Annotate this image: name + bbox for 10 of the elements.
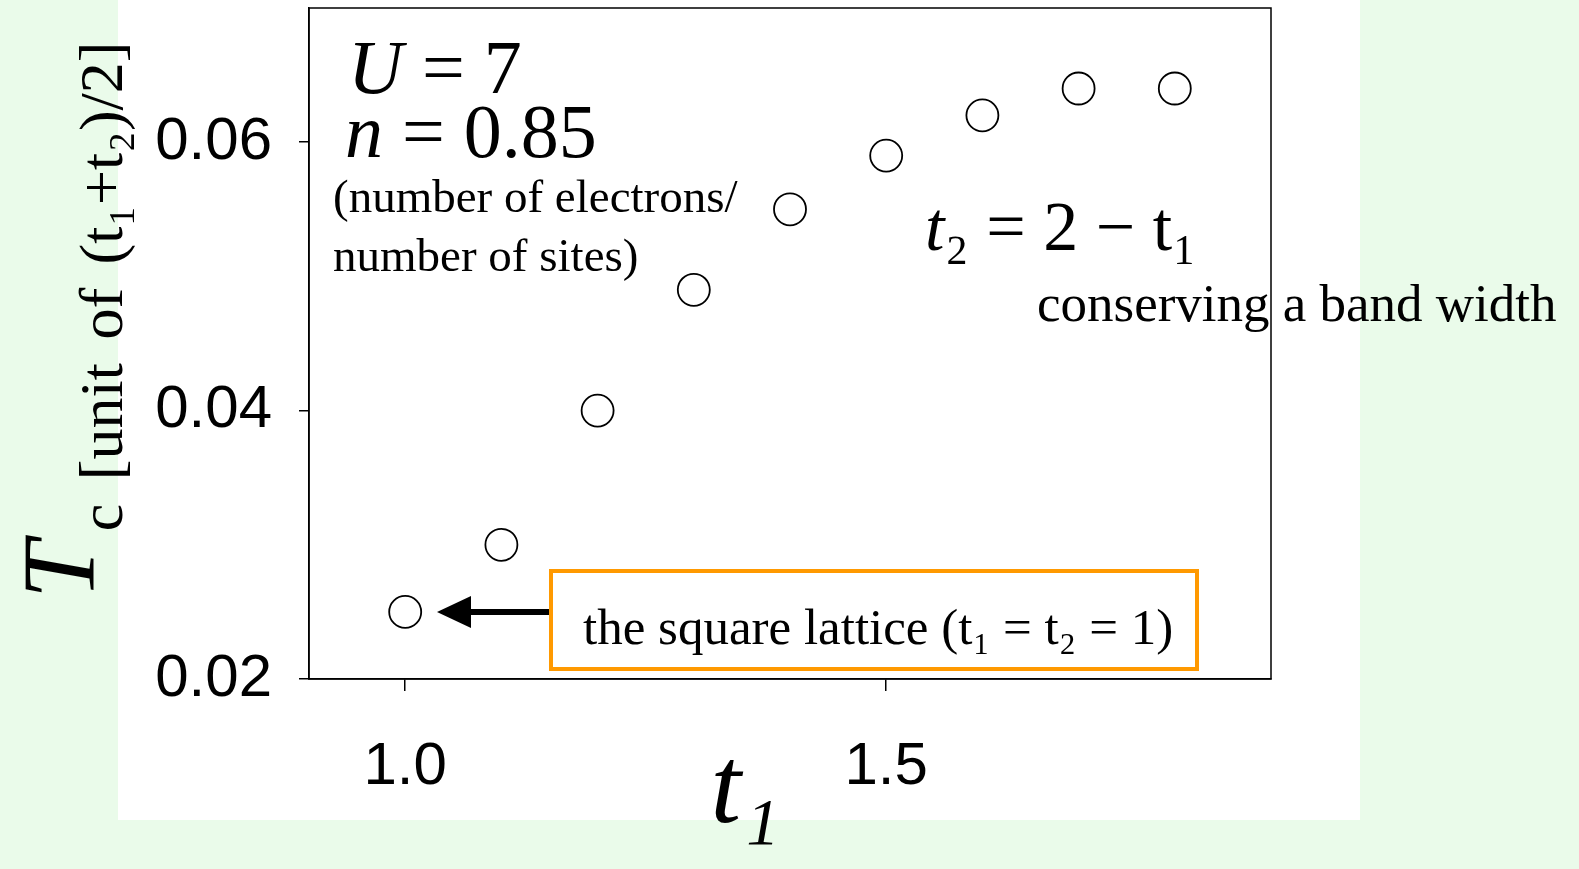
- annotation: t₂ = 2 − t₁: [925, 188, 1197, 265]
- annotation: (number of electrons/ number of sites): [333, 169, 739, 283]
- x-axis-title: t₁: [710, 724, 780, 846]
- annotation: the square lattice (t₁ = t₂ = 1): [549, 569, 1199, 671]
- x-tick-label: 1.0: [363, 729, 447, 797]
- y-tick-label: 0.06: [155, 104, 272, 172]
- y-tick-label: 0.02: [155, 641, 272, 709]
- annotation: conserving a band width: [1037, 274, 1557, 332]
- y-tick-label: 0.04: [155, 373, 272, 441]
- x-tick-label: 1.5: [844, 729, 928, 797]
